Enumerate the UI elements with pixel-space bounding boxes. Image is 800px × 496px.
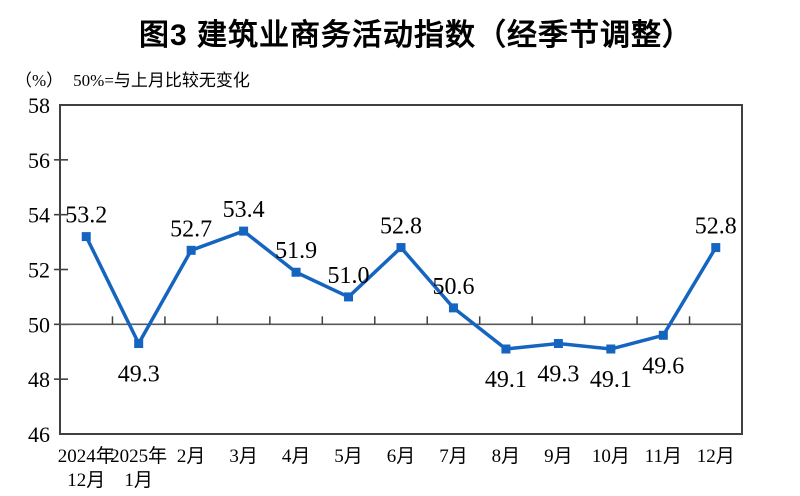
x-axis-label: 2024年 12月 [58,445,115,491]
y-axis-label: 50 [28,312,50,337]
x-axis-label: 4月 [282,446,311,467]
data-label: 53.4 [223,197,265,223]
data-label: 51.9 [275,238,317,264]
x-axis-label: 5月 [334,446,363,467]
data-point-marker [344,292,354,302]
data-point-marker [291,267,301,277]
y-axis-label: 56 [28,148,50,173]
data-label: 49.6 [642,353,684,379]
data-point-marker [134,339,144,349]
data-point-marker [448,303,458,313]
x-axis-label: 6月 [387,446,416,467]
x-axis-label: 3月 [229,446,258,467]
data-label: 52.8 [380,214,422,240]
y-axis-label: 52 [28,258,50,283]
plot-border [59,104,743,435]
data-point-marker [658,330,668,340]
data-point-marker [81,232,91,242]
x-axis-label: 8月 [492,446,521,467]
data-point-marker [553,339,563,349]
data-point-marker [501,344,511,354]
x-axis-label: 2025年 1月 [110,445,167,491]
x-axis-label: 2月 [177,446,206,467]
x-axis-label: 10月 [592,446,630,467]
y-axis-unit: （%） [15,71,64,90]
data-point-marker [396,243,406,253]
y-axis-label: 58 [28,93,50,118]
reference-note: 50%=与上月比较无变化 [73,71,250,90]
chart-title: 图3 建筑业商务活动指数（经季节调整） [138,19,694,52]
x-axis-label: 7月 [439,446,468,467]
data-label: 49.3 [537,362,579,388]
y-axis-label: 54 [28,203,50,228]
x-axis-label: 12月 [697,446,735,467]
data-label: 49.1 [485,367,527,393]
data-label: 52.7 [170,216,212,242]
data-point-marker [239,226,249,236]
data-label: 51.0 [328,263,370,289]
data-label: 53.2 [65,203,107,229]
x-axis-label: 11月 [645,446,682,467]
data-label: 52.8 [695,214,737,240]
y-axis-label: 48 [28,367,50,392]
data-label: 49.1 [590,367,632,393]
y-axis-label: 46 [28,422,50,447]
axis-unit-note: （%） 50%=与上月比较无变化 [15,66,250,91]
data-point-marker [606,344,616,354]
x-axis-label: 9月 [544,446,573,467]
data-point-marker [186,245,196,255]
data-label: 49.3 [118,362,160,388]
data-label: 50.6 [432,274,474,300]
data-point-marker [711,243,721,253]
